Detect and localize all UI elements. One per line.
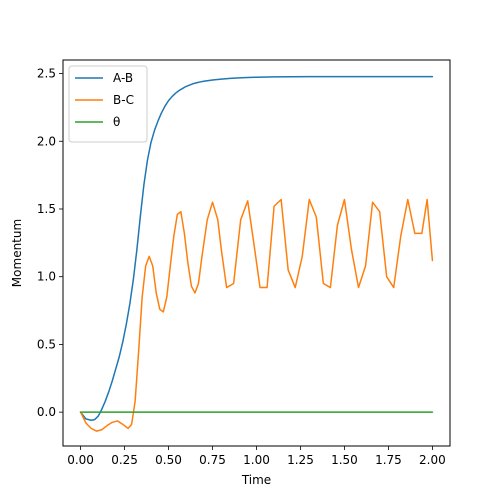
y-tick-label: 2.5	[37, 67, 56, 81]
legend-label: A-B	[113, 71, 133, 85]
x-axis-label: Time	[241, 473, 271, 487]
legend: A-B B-C θ	[68, 65, 148, 143]
plot-area	[79, 75, 434, 432]
series-line-1	[79, 75, 434, 422]
legend-label: B-C	[113, 93, 134, 107]
x-tick-label: 0.75	[199, 453, 226, 467]
x-tick-label: 1.50	[331, 453, 358, 467]
x-tick-label: 2.00	[419, 453, 446, 467]
x-tick-label: 0.25	[111, 453, 138, 467]
x-tick-label: 1.00	[243, 453, 270, 467]
y-tick-label: 2.0	[37, 134, 56, 148]
x-tick-label: 1.75	[375, 453, 402, 467]
legend-box	[68, 65, 148, 143]
y-tick-label: 1.5	[37, 202, 56, 216]
series-line-2	[79, 198, 434, 432]
axis-ticks: 0.00 0.25 0.50 0.75 1.00 1.25 1.50 1.75 2.00 0.0 0…	[37, 67, 446, 467]
x-tick-label: 0.00	[67, 453, 94, 467]
x-tick-label: 1.25	[287, 453, 314, 467]
y-tick-label: 0.5	[37, 337, 56, 351]
y-axis-label: Momentum	[10, 219, 24, 287]
y-tick-label: 0.0	[37, 405, 56, 419]
x-tick-label: 0.50	[155, 453, 182, 467]
y-tick-label: 1.0	[37, 270, 56, 284]
legend-label: θ	[113, 115, 120, 129]
